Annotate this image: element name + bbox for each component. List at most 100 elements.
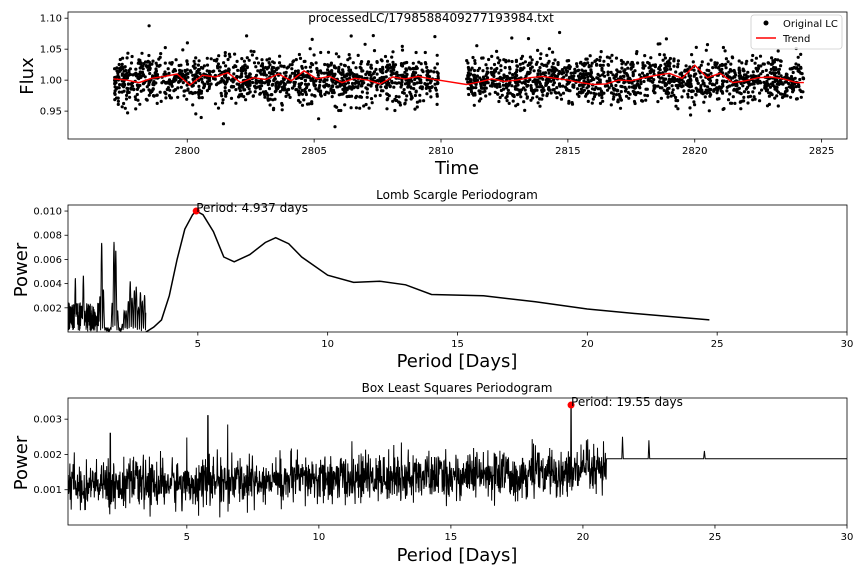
lc-point [540,62,544,66]
lc-point [373,94,377,98]
lombscargle-ytick-label: 0.006 [33,255,62,266]
lc-point [787,81,791,86]
lc-point [677,80,681,84]
lc-point [248,72,252,76]
lc-point [702,100,706,104]
lightcurve-marks [113,24,806,129]
lc-point [380,77,384,81]
lc-point [684,82,688,87]
lc-point [766,61,771,65]
lightcurve-ytick-label: 1.00 [40,76,62,87]
lc-point [801,77,806,81]
lc-point [193,76,197,80]
lc-point [296,69,300,73]
lc-point [611,86,615,90]
lc-point [198,71,202,75]
lc-point [422,99,426,103]
lc-point [167,71,171,75]
lc-point [194,56,198,60]
lc-point [619,90,623,94]
lc-point [600,96,604,100]
lc-point [611,73,615,77]
lc-point [596,72,600,76]
lc-point [778,78,782,83]
lc-point [529,98,533,102]
lc-point [432,70,436,74]
lc-point [536,80,540,84]
lc-point [411,61,415,65]
lc-point [506,83,511,87]
lc-point [733,71,737,75]
lc-point [360,60,364,64]
lc-point [339,62,343,66]
lc-point [116,96,120,100]
lc-point [370,81,374,85]
lc-point [244,75,248,79]
lc-point [347,65,351,69]
lc-point [300,73,304,77]
lombscargle-xtick-label: 25 [711,339,724,350]
lc-point [375,88,379,92]
lc-point [134,107,138,111]
lc-point [169,96,173,100]
lc-point [639,80,643,84]
lc-point [205,56,209,60]
lc-point [126,111,130,115]
lc-point [635,82,639,86]
lc-point [703,95,707,99]
lc-point [348,94,352,98]
lc-point [258,70,262,74]
lc-point [622,74,626,78]
lightcurve-xlabel: Time [434,158,479,179]
lc-point [511,99,515,103]
lc-point [510,93,515,97]
lc-point [548,88,552,92]
lc-point [316,69,320,74]
lc-point [385,107,389,111]
lc-point [164,92,168,96]
lc-point [297,82,301,86]
lc-point [369,84,373,88]
lc-point [615,68,619,72]
lc-point [638,91,643,95]
trend-line [113,64,804,87]
lc-point [599,63,603,67]
lc-point [284,94,288,98]
ls-power-curve [145,210,710,332]
lc-point [303,59,307,64]
lc-point [602,91,606,95]
lc-point [753,61,757,65]
lc-point [310,102,314,106]
lc-point [298,56,303,61]
lc-point [538,56,543,61]
lc-point [120,90,124,94]
lombscargle-ytick-label: 0.010 [33,207,62,218]
lc-point [695,77,699,81]
lc-point [734,83,738,88]
lc-point [506,91,510,96]
lc-point [657,67,661,71]
lc-point [676,86,680,90]
lc-point [728,101,733,105]
lc-point [688,106,692,110]
lombscargle-frame [67,204,848,333]
lc-point [597,78,602,82]
lc-point [333,125,337,129]
lc-point [223,51,227,55]
lc-point [692,68,696,72]
lc-point [177,79,181,84]
lc-point [614,83,618,88]
lc-point [433,82,437,86]
lc-point [723,49,727,53]
lc-point [288,95,292,99]
lc-point [610,84,614,88]
lc-point [561,84,565,88]
lc-point [645,94,650,98]
lc-point [626,66,630,70]
lc-point [267,57,272,61]
lc-point [528,62,532,66]
lc-point [263,95,267,99]
lc-point [271,82,275,86]
lc-point [729,62,733,66]
lc-point [634,91,638,95]
